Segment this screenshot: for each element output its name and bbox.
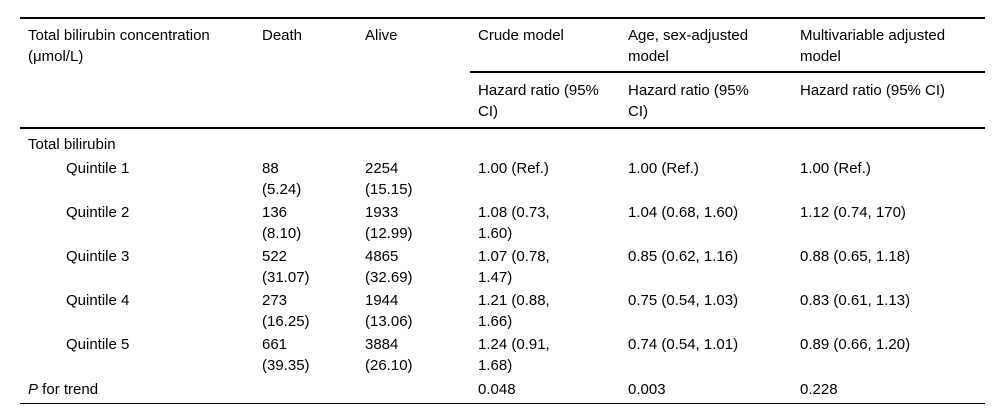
row-label: Quintile 5 [66, 336, 130, 353]
row-label: Quintile 3 [66, 248, 130, 265]
table-header: Total bilirubin concentration (μmol/L) D… [20, 18, 985, 128]
table-body: Total bilirubin Quintile 1 88 (5.24) 225… [20, 128, 985, 404]
empty-cell [470, 128, 620, 157]
column-header-age-sex-adjusted-model: Age, sex-adjusted model [620, 18, 792, 73]
row-label: Quintile 2 [66, 204, 130, 221]
section-label: Total bilirubin [28, 136, 116, 153]
empty-cell [262, 377, 365, 404]
crude-model-cell: 1.07 (0.78, 1.47) [478, 248, 550, 286]
death-cell: 522 (31.07) [262, 248, 310, 286]
p-label-italic: P [28, 381, 39, 398]
p-label-rest: for trend [38, 381, 99, 398]
header-row-models: Total bilirubin concentration (μmol/L) D… [20, 18, 985, 73]
age-sex-model-cell: 0.75 (0.54, 1.03) [628, 292, 739, 309]
multivariable-model-cell: 1.00 (Ref.) [800, 160, 871, 177]
table-row-quintile-5: Quintile 5 661 (39.35) 3884 (26.10) 1.24… [20, 333, 985, 377]
death-cell: 88 (5.24) [262, 160, 302, 198]
multivariable-model-cell: 0.88 (0.65, 1.18) [800, 248, 911, 265]
empty-cell [365, 128, 470, 157]
alive-cell: 1933 (12.99) [365, 204, 413, 242]
empty-cell [262, 128, 365, 157]
death-cell: 136 (8.10) [262, 204, 302, 242]
age-sex-p-value: 0.003 [628, 381, 666, 398]
crude-model-cell: 1.21 (0.88, 1.66) [478, 292, 550, 330]
age-sex-model-cell: 1.04 (0.68, 1.60) [628, 204, 739, 221]
table-row-quintile-2: Quintile 2 136 (8.10) 1933 (12.99) 1.08 … [20, 201, 985, 245]
alive-cell: 2254 (15.15) [365, 160, 413, 198]
header-row-hazard-ratio: Hazard ratio (95% CI) Hazard ratio (95% … [20, 72, 985, 128]
multivariable-model-cell: 0.89 (0.66, 1.20) [800, 336, 911, 353]
hazard-ratio-table: Total bilirubin concentration (μmol/L) D… [20, 17, 985, 404]
row-label: Quintile 1 [66, 160, 130, 177]
alive-cell: 1944 (13.06) [365, 292, 413, 330]
multivariable-p-value: 0.228 [800, 381, 838, 398]
p-for-trend-label: P for trend [20, 377, 262, 404]
table-row-quintile-4: Quintile 4 273 (16.25) 1944 (13.06) 1.21… [20, 289, 985, 333]
alive-cell: 4865 (32.69) [365, 248, 413, 286]
section-row-total-bilirubin: Total bilirubin [20, 128, 985, 157]
crude-model-cell: 1.24 (0.91, 1.68) [478, 336, 550, 374]
row-label: Quintile 4 [66, 292, 130, 309]
empty-cell [365, 377, 470, 404]
multivariable-model-cell: 0.83 (0.61, 1.13) [800, 292, 911, 309]
empty-cell [620, 128, 792, 157]
table-row-quintile-3: Quintile 3 522 (31.07) 4865 (32.69) 1.07… [20, 245, 985, 289]
subheader-multivariable-hazard-ratio: Hazard ratio (95% CI) [800, 82, 946, 99]
subheader-crude-hazard-ratio: Hazard ratio (95% CI) [478, 82, 599, 120]
crude-model-cell: 1.00 (Ref.) [478, 160, 549, 177]
age-sex-model-cell: 0.74 (0.54, 1.01) [628, 336, 739, 353]
hazard-ratio-table-container: Total bilirubin concentration (μmol/L) D… [20, 17, 985, 404]
table-row-p-for-trend: P for trend 0.048 0.003 0.228 [20, 377, 985, 404]
multivariable-model-cell: 1.12 (0.74, 170) [800, 204, 906, 221]
crude-model-cell: 1.08 (0.73, 1.60) [478, 204, 550, 242]
column-header-death: Death [262, 27, 303, 44]
column-header-multivariable-adjusted-model: Multivariable adjusted model [792, 18, 985, 73]
column-header-crude-model: Crude model [470, 18, 620, 73]
age-sex-model-cell: 1.00 (Ref.) [628, 160, 699, 177]
subheader-age-sex-hazard-ratio: Hazard ratio (95% CI) [628, 82, 749, 120]
age-sex-model-cell: 0.85 (0.62, 1.16) [628, 248, 739, 265]
crude-p-value: 0.048 [478, 381, 516, 398]
death-cell: 661 (39.35) [262, 336, 310, 374]
table-row-quintile-1: Quintile 1 88 (5.24) 2254 (15.15) 1.00 (… [20, 157, 985, 201]
column-header-bilirubin-concentration: Total bilirubin concentration (μmol/L) [28, 27, 210, 65]
death-cell: 273 (16.25) [262, 292, 310, 330]
alive-cell: 3884 (26.10) [365, 336, 413, 374]
column-header-alive: Alive [365, 27, 398, 44]
empty-cell [792, 128, 985, 157]
